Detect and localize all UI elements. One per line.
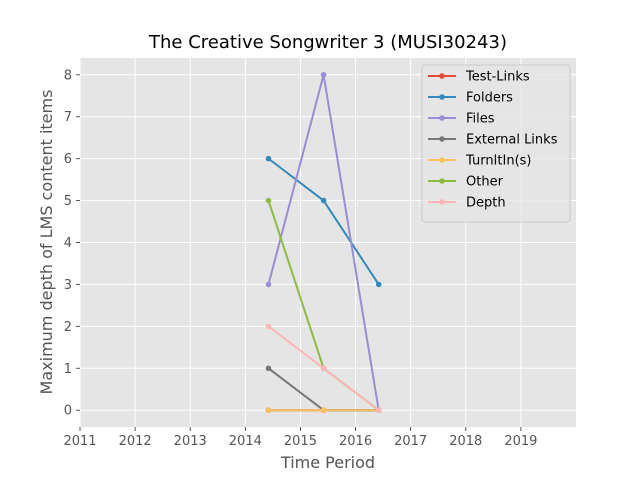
x-tick-label: 2019 xyxy=(504,434,537,449)
legend-entry: External Links xyxy=(428,133,558,148)
data-point-files xyxy=(320,71,327,78)
y-tick-label: 5 xyxy=(64,194,72,209)
data-point-folders xyxy=(375,281,382,288)
series-layer xyxy=(265,71,382,414)
legend-label: Depth xyxy=(466,196,506,211)
x-tick-label: 2018 xyxy=(449,434,482,449)
legend-swatch-marker xyxy=(439,157,445,163)
x-tick-label: 2017 xyxy=(394,434,427,449)
y-tick-label: 6 xyxy=(64,152,72,167)
legend-swatch-marker xyxy=(439,199,445,205)
legend-swatch-marker xyxy=(439,136,445,142)
x-tick-label: 2016 xyxy=(339,434,372,449)
legend-entry: Other xyxy=(428,175,504,190)
legend: Test-Links Folders Files External Links Turn… xyxy=(421,64,571,223)
legend-swatch-marker xyxy=(439,178,445,184)
x-tick-label: 2013 xyxy=(174,434,207,449)
y-axis-label: Maximum depth of LMS content items xyxy=(37,90,56,395)
x-axis-ticks: 2011 2012 2013 2014 2015 2016 2017 2018 2019 xyxy=(63,427,537,449)
legend-entry: Files xyxy=(428,112,495,127)
x-tick-label: 2014 xyxy=(229,434,262,449)
legend-swatch-marker xyxy=(439,73,445,79)
legend-label: Files xyxy=(466,112,495,127)
legend-label: External Links xyxy=(466,133,558,148)
data-point-depth xyxy=(265,323,272,330)
y-tick-label: 4 xyxy=(64,236,72,251)
legend-label: Folders xyxy=(466,91,513,106)
y-tick-label: 3 xyxy=(64,278,72,293)
legend-swatch-marker xyxy=(439,94,445,100)
y-tick-label: 1 xyxy=(64,362,72,377)
data-point-external-links xyxy=(265,365,272,372)
legend-swatch-marker xyxy=(439,115,445,121)
data-point-turnitin-s xyxy=(320,407,327,414)
legend-label: Other xyxy=(466,175,504,190)
x-tick-label: 2015 xyxy=(284,434,317,449)
chart-title: The Creative Songwriter 3 (MUSI30243) xyxy=(148,32,507,53)
x-tick-label: 2011 xyxy=(63,434,96,449)
y-tick-label: 7 xyxy=(64,110,72,125)
data-point-files xyxy=(265,281,272,288)
legend-entry: Depth xyxy=(428,196,506,211)
legend-entry: TurnItIn(s) xyxy=(428,154,531,169)
y-tick-label: 0 xyxy=(64,404,72,419)
legend-box xyxy=(421,64,571,223)
series-depth xyxy=(265,323,382,414)
data-point-turnitin-s xyxy=(265,407,272,414)
legend-label: TurnItIn(s) xyxy=(465,154,531,169)
x-axis-label: Time Period xyxy=(280,453,375,472)
data-point-depth xyxy=(320,365,327,372)
x-tick-label: 2012 xyxy=(119,434,152,449)
data-point-depth xyxy=(375,407,382,414)
series-folders xyxy=(265,155,382,288)
legend-entry: Test-Links xyxy=(428,70,530,85)
y-tick-label: 2 xyxy=(64,320,72,335)
y-tick-label: 8 xyxy=(64,68,72,83)
legend-entry: Folders xyxy=(428,91,513,106)
y-axis-ticks: 0 1 2 3 4 5 6 7 8 xyxy=(64,68,80,419)
legend-label: Test-Links xyxy=(465,70,530,85)
data-point-folders xyxy=(265,155,272,162)
data-point-folders xyxy=(320,197,327,204)
data-point-other xyxy=(265,197,272,204)
